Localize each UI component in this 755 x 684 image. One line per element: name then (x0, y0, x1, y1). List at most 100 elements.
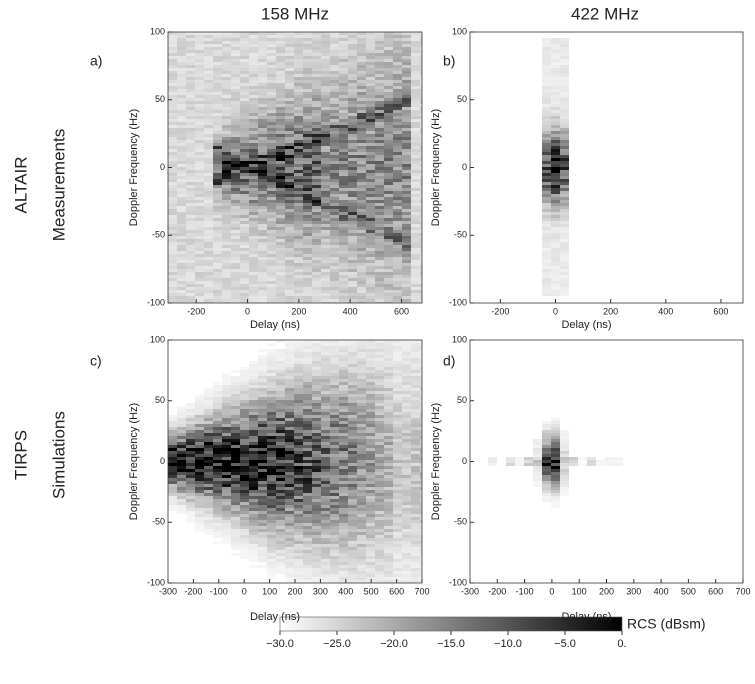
texture-cell (375, 131, 384, 134)
texture-cell (366, 245, 375, 248)
texture-cell (285, 502, 294, 505)
texture-cell (551, 173, 560, 176)
texture-cell (366, 53, 375, 56)
texture-cell (186, 415, 195, 418)
texture-cell (186, 167, 195, 170)
texture-cell (240, 412, 249, 415)
texture-cell (402, 376, 411, 379)
texture-cell (249, 215, 258, 218)
texture-cell (357, 155, 366, 158)
texture-cell (375, 167, 384, 170)
texture-cell (321, 481, 330, 484)
texture-cell (303, 128, 312, 131)
texture-cell (204, 128, 213, 131)
texture-cell (195, 260, 204, 263)
texture-cell (384, 284, 393, 287)
texture-cell (222, 209, 231, 212)
texture-cell (258, 484, 267, 487)
texture-cell (258, 122, 267, 125)
texture-cell (312, 182, 321, 185)
texture-cell (330, 206, 339, 209)
texture-cell (285, 523, 294, 526)
texture-cell (222, 520, 231, 523)
texture-cell (285, 98, 294, 101)
texture-cell (348, 98, 357, 101)
texture-cell (330, 520, 339, 523)
texture-cell (285, 433, 294, 436)
texture-cell (542, 260, 551, 263)
texture-cell (375, 547, 384, 550)
texture-cell (339, 358, 348, 361)
texture-cell (348, 119, 357, 122)
texture-cell (551, 251, 560, 254)
texture-cell (303, 445, 312, 448)
texture-cell (204, 35, 213, 38)
texture-cell (222, 200, 231, 203)
texture-cell (267, 379, 276, 382)
texture-cell (366, 577, 375, 580)
texture-cell (384, 529, 393, 532)
texture-cell (276, 397, 285, 400)
texture-cell (339, 382, 348, 385)
texture-cell (551, 56, 560, 59)
texture-cell (393, 203, 402, 206)
texture-cell (249, 263, 258, 266)
texture-cell (240, 59, 249, 62)
texture-cell (560, 101, 569, 104)
texture-cell (303, 439, 312, 442)
texture-cell (222, 197, 231, 200)
texture-cell (384, 451, 393, 454)
texture-cell (258, 451, 267, 454)
texture-cell (312, 122, 321, 125)
texture-cell (384, 281, 393, 284)
texture-cell (195, 164, 204, 167)
texture-cell (366, 451, 375, 454)
texture-cell (330, 158, 339, 161)
texture-cell (285, 364, 294, 367)
texture-cell (560, 218, 569, 221)
texture-cell (303, 251, 312, 254)
texture-cell (357, 541, 366, 544)
texture-cell (195, 293, 204, 296)
texture-cell (276, 122, 285, 125)
texture-cell (222, 532, 231, 535)
texture-cell (411, 131, 420, 134)
texture-cell (267, 355, 276, 358)
texture-cell (222, 406, 231, 409)
texture-cell (321, 445, 330, 448)
texture-cell (168, 206, 177, 209)
texture-cell (330, 421, 339, 424)
texture-cell (285, 478, 294, 481)
texture-cell (312, 577, 321, 580)
texture-cell (240, 158, 249, 161)
texture-cell (357, 230, 366, 233)
texture-cell (285, 218, 294, 221)
texture-cell (384, 544, 393, 547)
texture-cell (285, 71, 294, 74)
texture-cell (411, 218, 420, 221)
texture-cell (542, 206, 551, 209)
texture-cell (348, 218, 357, 221)
texture-cell (384, 415, 393, 418)
texture-cell (258, 134, 267, 137)
texture-cell (204, 173, 213, 176)
texture-cell (542, 209, 551, 212)
texture-cell (348, 239, 357, 242)
texture-cell (195, 430, 204, 433)
texture-cell (285, 47, 294, 50)
texture-cell (321, 158, 330, 161)
texture-cell (222, 457, 231, 460)
texture-cell (276, 248, 285, 251)
texture-cell (267, 239, 276, 242)
texture-cell (195, 421, 204, 424)
texture-cell (384, 80, 393, 83)
texture-cell (258, 35, 267, 38)
texture-cell (402, 460, 411, 463)
texture-cell (204, 296, 213, 299)
texture-cell (276, 230, 285, 233)
texture-cell (276, 152, 285, 155)
texture-cell (303, 242, 312, 245)
texture-cell (303, 514, 312, 517)
texture-cell (267, 80, 276, 83)
texture-cell (348, 215, 357, 218)
